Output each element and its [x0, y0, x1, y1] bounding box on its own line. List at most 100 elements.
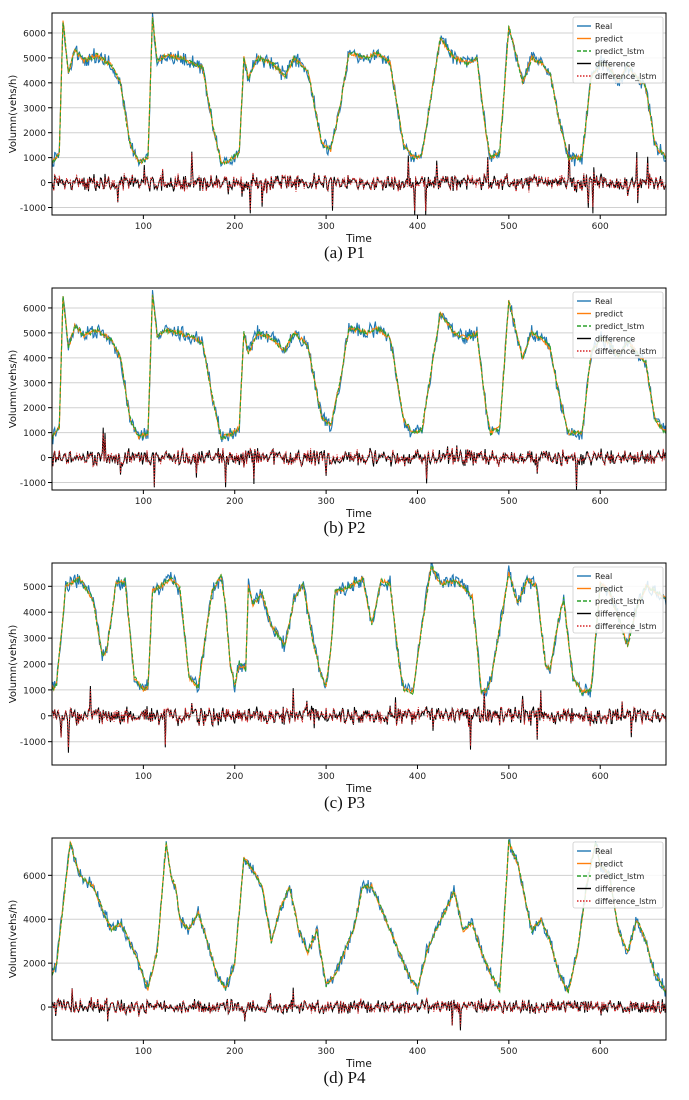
x-tick-label: 300 — [318, 772, 335, 782]
series-difference-lstm — [51, 433, 667, 487]
y-ticks: -1000 0 1000 2000 3000 4000 5000 — [20, 583, 52, 748]
legend-label: difference — [595, 885, 635, 894]
plot-frame — [51, 837, 667, 1041]
chart-p1: -1000 0 1000 2000 3000 4000 5000 6000 100 200 300 4… — [8, 12, 667, 245]
legend: Real predict predict_lstm difference differe… — [572, 566, 664, 634]
y-tick-label: 6000 — [23, 872, 46, 882]
series-difference-lstm — [51, 150, 667, 211]
legend-label: predict_lstm — [595, 597, 644, 606]
x-tick-label: 200 — [226, 772, 243, 782]
legend-label: Real — [595, 847, 612, 856]
y-tick-label: 6000 — [23, 29, 46, 39]
x-tick-label: 300 — [318, 1047, 335, 1057]
series-lines — [51, 290, 667, 491]
x-tick-label: 600 — [592, 1047, 609, 1057]
series-predict-lstm — [51, 839, 667, 994]
caption-p3: (c) P3 — [323, 793, 366, 812]
y-axis-label: Volumn(vehs/h) — [8, 75, 19, 154]
legend-label: difference — [595, 335, 635, 344]
x-axis-label: Time — [345, 1058, 372, 1070]
x-tick-label: 200 — [226, 1047, 243, 1057]
y-tick-label: 4000 — [23, 354, 46, 364]
series-difference-lstm — [51, 988, 667, 1027]
chart-p4: 0 2000 4000 6000 100 200 300 400 500 600 Time Volum… — [8, 837, 667, 1070]
series-lines — [51, 838, 667, 1031]
y-tick-label: 4000 — [23, 916, 46, 926]
x-tick-label: 200 — [226, 497, 243, 507]
legend-label: difference_lstm — [595, 72, 657, 81]
x-ticks: 100 200 300 400 500 600 — [135, 490, 609, 507]
legend-box — [572, 566, 664, 634]
legend-label: predict_lstm — [595, 872, 644, 881]
y-tick-label: 0 — [40, 179, 46, 189]
x-tick-label: 600 — [592, 222, 609, 232]
legend-label: predict_lstm — [595, 322, 644, 331]
x-tick-label: 500 — [500, 772, 517, 782]
panel-p3: -1000 0 1000 2000 3000 4000 5000 100 200 300 400 50… — [0, 550, 689, 825]
x-tick-label: 400 — [409, 772, 426, 782]
x-axis-label: Time — [345, 233, 372, 245]
chart-p3: -1000 0 1000 2000 3000 4000 5000 100 200 300 400 50… — [8, 562, 667, 795]
legend-label: Real — [595, 22, 612, 31]
x-tick-label: 100 — [135, 222, 152, 232]
x-tick-label: 400 — [409, 222, 426, 232]
x-tick-label: 400 — [409, 497, 426, 507]
x-tick-label: 100 — [135, 497, 152, 507]
legend: Real predict predict_lstm difference differe… — [572, 16, 664, 84]
x-tick-label: 600 — [592, 497, 609, 507]
legend-label: difference — [595, 60, 635, 69]
x-tick-label: 500 — [500, 497, 517, 507]
x-axis-label: Time — [345, 783, 372, 795]
x-tick-label: 500 — [500, 1047, 517, 1057]
legend-box — [572, 291, 664, 359]
y-axis-label: Volumn(vehs/h) — [8, 625, 19, 704]
y-tick-label: 3000 — [23, 635, 46, 645]
y-tick-label: 0 — [40, 1004, 46, 1014]
chart-p2: -1000 0 1000 2000 3000 4000 5000 6000 100 200 300 4… — [8, 287, 667, 520]
x-ticks: 100 200 300 400 500 600 — [135, 1040, 609, 1057]
legend-label: difference — [595, 610, 635, 619]
legend: Real predict predict_lstm difference differe… — [572, 291, 664, 359]
y-tick-label: 3000 — [23, 379, 46, 389]
caption-p2: (b) P2 — [323, 518, 366, 537]
legend-label: predict_lstm — [595, 47, 644, 56]
y-axis-label: Volumn(vehs/h) — [8, 350, 19, 429]
x-ticks: 100 200 300 400 500 600 — [135, 765, 609, 782]
x-axis-label: Time — [345, 508, 372, 520]
y-tick-label: 3000 — [23, 104, 46, 114]
y-tick-label: 5000 — [23, 583, 46, 593]
caption-p4: (d) P4 — [323, 1068, 366, 1087]
series-lines — [51, 12, 667, 216]
legend-label: predict — [595, 860, 623, 869]
caption-p1: (a) P1 — [323, 243, 366, 262]
y-tick-label: 6000 — [23, 304, 46, 314]
x-tick-label: 100 — [135, 1047, 152, 1057]
legend: Real predict predict_lstm difference differe… — [572, 841, 664, 909]
y-axis-label: Volumn(vehs/h) — [8, 900, 19, 979]
panel-p4: 0 2000 4000 6000 100 200 300 400 500 600 Time Volum… — [0, 825, 689, 1100]
series-lines — [51, 562, 667, 753]
plot-frame — [51, 287, 667, 491]
series-predict-lstm — [51, 295, 667, 441]
x-tick-label: 500 — [500, 222, 517, 232]
legend-label: Real — [595, 572, 612, 581]
y-ticks: -1000 0 1000 2000 3000 4000 5000 6000 — [20, 304, 52, 489]
y-tick-label: 4000 — [23, 609, 46, 619]
gridlines — [52, 32, 666, 209]
y-tick-label: 0 — [40, 454, 46, 464]
series-difference — [51, 987, 667, 1031]
legend-label: predict — [595, 310, 623, 319]
legend-label: predict — [595, 585, 623, 594]
x-tick-label: 400 — [409, 1047, 426, 1057]
y-tick-label: 5000 — [23, 54, 46, 64]
panel-p1: -1000 0 1000 2000 3000 4000 5000 6000 100 200 300 4… — [0, 0, 689, 275]
legend-label: predict — [595, 35, 623, 44]
legend-label: difference_lstm — [595, 897, 657, 906]
y-tick-label: 0 — [40, 712, 46, 722]
y-tick-label: 2000 — [23, 960, 46, 970]
y-tick-label: -1000 — [20, 479, 46, 489]
y-tick-label: 2000 — [23, 661, 46, 671]
series-difference-lstm — [51, 689, 667, 748]
y-tick-label: 4000 — [23, 79, 46, 89]
